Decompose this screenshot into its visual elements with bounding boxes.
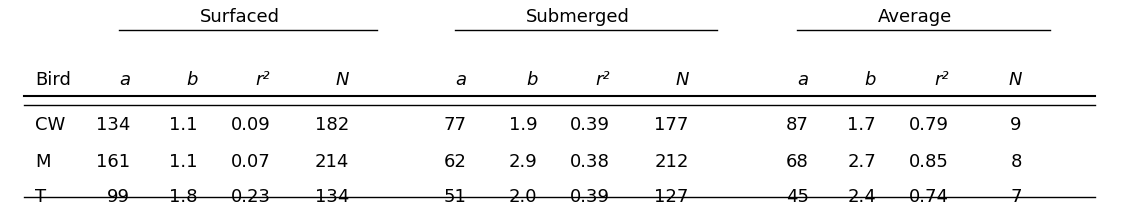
Text: 0.23: 0.23 — [230, 188, 271, 206]
Text: 2.4: 2.4 — [847, 188, 876, 206]
Text: 68: 68 — [786, 153, 808, 171]
Text: 134: 134 — [315, 188, 348, 206]
Text: T: T — [35, 188, 46, 206]
Text: 45: 45 — [786, 188, 808, 206]
Text: 1.1: 1.1 — [169, 153, 198, 171]
Text: 1.1: 1.1 — [169, 116, 198, 134]
Text: r²: r² — [256, 71, 271, 89]
Text: 0.07: 0.07 — [230, 153, 271, 171]
Text: 0.39: 0.39 — [570, 116, 610, 134]
Text: 2.0: 2.0 — [509, 188, 537, 206]
Text: 87: 87 — [786, 116, 808, 134]
Text: N: N — [1008, 71, 1022, 89]
Text: 182: 182 — [315, 116, 348, 134]
Text: 0.09: 0.09 — [230, 116, 271, 134]
Text: 51: 51 — [444, 188, 466, 206]
Text: N: N — [335, 71, 348, 89]
Text: 212: 212 — [654, 153, 689, 171]
Text: 161: 161 — [97, 153, 130, 171]
Text: 99: 99 — [107, 188, 130, 206]
Text: 0.85: 0.85 — [909, 153, 949, 171]
Text: Average: Average — [878, 8, 952, 26]
Text: 0.38: 0.38 — [570, 153, 610, 171]
Text: 62: 62 — [444, 153, 466, 171]
Text: b: b — [187, 71, 198, 89]
Text: r²: r² — [596, 71, 610, 89]
Text: 1.8: 1.8 — [169, 188, 198, 206]
Text: b: b — [526, 71, 537, 89]
Text: CW: CW — [35, 116, 65, 134]
Text: a: a — [798, 71, 808, 89]
Text: 7: 7 — [1010, 188, 1022, 206]
Text: b: b — [864, 71, 876, 89]
Text: 2.7: 2.7 — [847, 153, 876, 171]
Text: 127: 127 — [654, 188, 689, 206]
Text: 0.79: 0.79 — [909, 116, 949, 134]
Text: 8: 8 — [1010, 153, 1022, 171]
Text: M: M — [35, 153, 51, 171]
Text: Bird: Bird — [35, 71, 71, 89]
Text: a: a — [455, 71, 466, 89]
Text: 0.39: 0.39 — [570, 188, 610, 206]
Text: 1.7: 1.7 — [847, 116, 876, 134]
Text: 177: 177 — [654, 116, 689, 134]
Text: N: N — [676, 71, 689, 89]
Text: 214: 214 — [315, 153, 348, 171]
Text: 2.9: 2.9 — [508, 153, 537, 171]
Text: 9: 9 — [1010, 116, 1022, 134]
Text: 77: 77 — [444, 116, 466, 134]
Text: r²: r² — [934, 71, 949, 89]
Text: a: a — [119, 71, 130, 89]
Text: Submerged: Submerged — [526, 8, 629, 26]
Text: Surfaced: Surfaced — [200, 8, 280, 26]
Text: 0.74: 0.74 — [909, 188, 949, 206]
Text: 1.9: 1.9 — [509, 116, 537, 134]
Text: 134: 134 — [96, 116, 130, 134]
